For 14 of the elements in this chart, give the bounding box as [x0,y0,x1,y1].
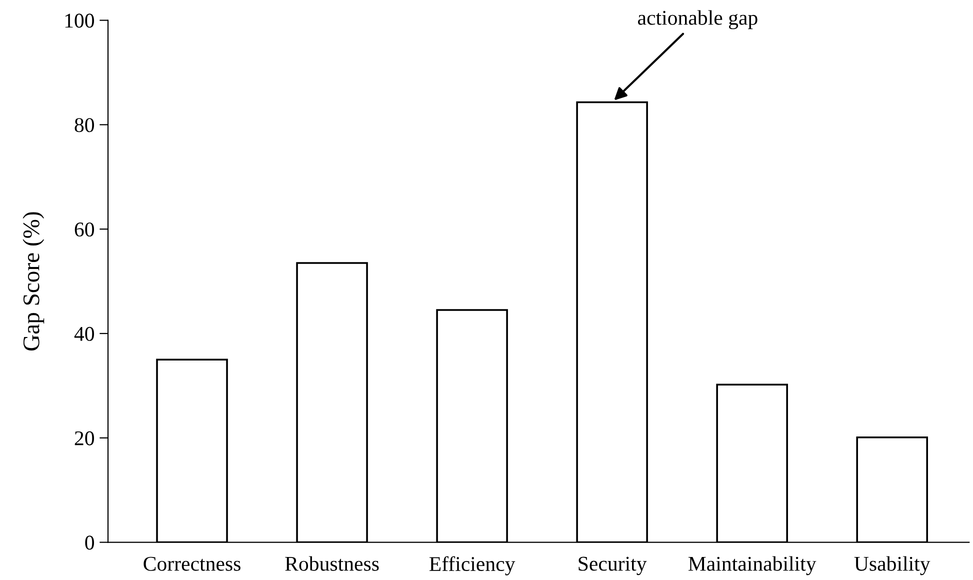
x-tick-label: Correctness [144,556,240,571]
y-tick-label: 80 [74,118,94,132]
x-tick-label: Usability [854,556,930,576]
x-tick-label: Security [578,556,647,576]
x-tick-label: Robustness [285,556,379,571]
y-tick-label: 20 [74,431,94,446]
y-tick-label: 100 [65,14,94,28]
y-axis-title: Gap Score (%) [22,212,44,350]
x-tick-label: Maintainability [688,556,816,576]
x-tick-label: Efficiency [429,556,516,576]
y-tick-label: 40 [74,326,94,341]
y-tick-label: 0 [85,536,94,550]
y-tick-label: 60 [74,222,94,237]
annotation: actionable gap [638,10,758,30]
